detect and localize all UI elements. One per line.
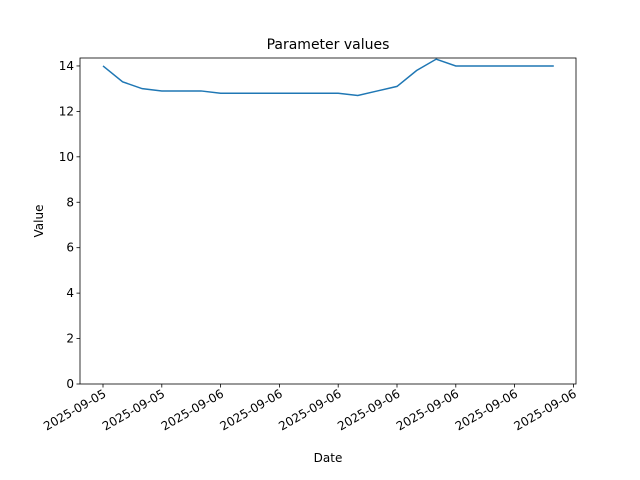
- y-tick-label: 12: [59, 104, 74, 118]
- x-axis-label: Date: [314, 451, 343, 465]
- line-series: [102, 58, 554, 97]
- y-tick-label: 4: [66, 286, 74, 300]
- y-tick-label: 6: [66, 241, 74, 255]
- chart-title: Parameter values: [267, 37, 390, 53]
- y-tick-label: 8: [66, 195, 74, 209]
- y-tick-label: 14: [59, 59, 74, 73]
- y-axis-label: Value: [32, 205, 46, 238]
- y-tick-label: 2: [66, 332, 74, 346]
- plot-frame: [79, 57, 577, 385]
- y-tick-label: 10: [59, 150, 74, 164]
- y-tick-label: 0: [66, 377, 74, 391]
